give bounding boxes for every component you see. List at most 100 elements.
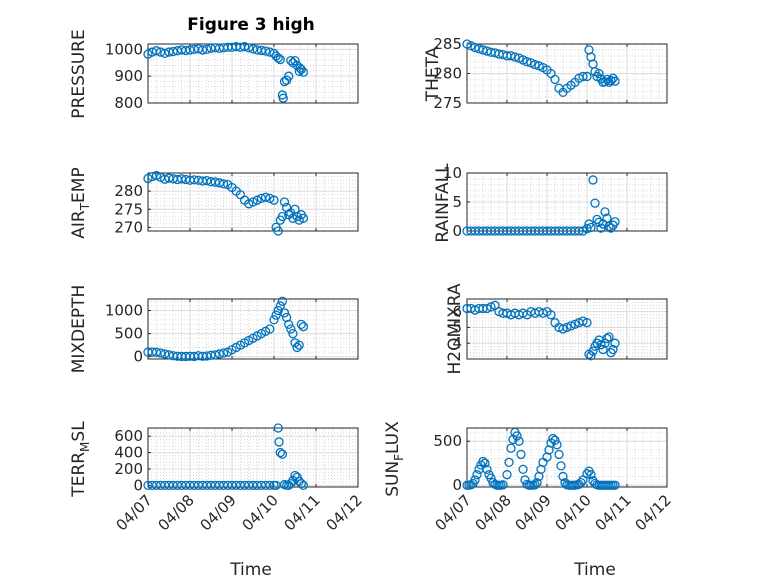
data-point — [298, 322, 309, 332]
data-point — [570, 319, 580, 329]
y-tick-label: 800 — [114, 94, 143, 112]
ylabel-sun-flux-sub: F — [392, 454, 406, 461]
data-point — [277, 296, 288, 306]
data-point — [522, 57, 532, 67]
ylabel-theta: THETA — [423, 46, 443, 102]
data-point — [546, 310, 556, 320]
data-point — [554, 449, 564, 460]
data-point — [486, 302, 496, 312]
data-point — [604, 221, 614, 232]
data-point — [582, 71, 592, 82]
data-point — [252, 195, 262, 205]
data-point — [498, 480, 508, 490]
data-point — [598, 344, 608, 355]
y-tick-label: 4 — [452, 334, 462, 352]
data-point — [582, 318, 592, 328]
data-point — [273, 305, 283, 316]
data-point — [470, 475, 480, 485]
data-point — [566, 321, 576, 331]
data-point — [482, 303, 492, 314]
data-point — [275, 54, 285, 65]
data-point — [273, 423, 283, 433]
y-tick-label: 5 — [452, 193, 462, 211]
xlabel-time-left: Time — [229, 560, 272, 580]
data-point — [610, 480, 620, 490]
data-point — [294, 215, 304, 225]
data-point — [518, 464, 528, 475]
data-point — [558, 471, 568, 482]
ylabel-terr-msl: TERRMSL — [69, 421, 92, 498]
ylabel-air-temp-sub: T — [78, 202, 92, 211]
data-point — [530, 480, 540, 490]
data-point — [214, 178, 225, 188]
data-point — [274, 437, 284, 447]
y-tick-label: 0 — [133, 348, 143, 366]
data-point — [610, 338, 620, 348]
data-point — [244, 43, 254, 53]
data-point — [160, 48, 170, 59]
data-point — [151, 170, 162, 181]
data-point — [290, 55, 300, 66]
data-point — [530, 60, 540, 70]
y-tick-label: 0 — [452, 222, 462, 240]
data-point — [151, 347, 162, 357]
data-point — [277, 211, 288, 222]
data-point — [514, 436, 524, 446]
ylabel-pressure: PRESSURE — [69, 29, 89, 118]
y-tick-label: 6 — [452, 303, 462, 321]
data-point — [296, 64, 306, 75]
data-point — [248, 197, 258, 207]
y-tick-label: 400 — [114, 444, 143, 462]
data-point — [606, 223, 616, 233]
data-point — [586, 351, 596, 361]
data-point — [596, 340, 606, 350]
figure-title: Figure 3 high — [187, 15, 315, 35]
data-point — [244, 199, 254, 209]
data-point — [288, 328, 298, 339]
data-point — [288, 213, 298, 223]
y-tick-label: 1000 — [105, 40, 143, 58]
y-tick-label: 275 — [433, 94, 462, 112]
data-point — [532, 477, 542, 488]
ylabel-terr-msl-sub: M — [78, 442, 92, 452]
data-point — [239, 42, 250, 52]
data-point — [562, 322, 572, 333]
data-point — [298, 213, 309, 223]
data-point — [260, 192, 271, 202]
data-point — [218, 348, 229, 358]
data-point — [600, 207, 610, 217]
data-point — [506, 443, 516, 453]
data-point — [586, 222, 596, 233]
ylabel-sun-flux-rest: LUX — [383, 421, 403, 454]
subplot-pressure: Figure 3 high PRESSURE 800 900 1000 — [69, 15, 359, 119]
data-point — [214, 349, 225, 359]
data-point — [273, 53, 283, 63]
data-point — [608, 344, 618, 355]
y-tick-label: 600 — [114, 427, 143, 445]
y-tick-label: 285 — [433, 35, 462, 53]
data-point — [286, 324, 296, 334]
ylabel-air-temp-rest: EMP — [69, 167, 89, 203]
ylabel-air-temp-main: AIR — [69, 210, 89, 239]
ylabel-sun-flux-main: SUN — [383, 461, 403, 497]
data-point — [512, 431, 522, 441]
subplot-h2omixra: H2OMIXRA 456 — [445, 283, 668, 375]
ylabel-sun-flux: SUNFLUX — [383, 421, 406, 497]
data-point — [478, 456, 488, 467]
y-tick-label: 0 — [133, 476, 143, 494]
data-point — [143, 173, 153, 184]
y-tick-label: 900 — [114, 67, 143, 85]
y-tick-label: 270 — [114, 218, 143, 236]
data-point — [606, 75, 616, 86]
axes-box — [147, 298, 359, 360]
data-point — [202, 44, 212, 55]
data-point — [284, 319, 294, 330]
data-point — [558, 324, 568, 334]
data-point — [160, 349, 170, 359]
data-point — [472, 470, 482, 480]
data-point — [271, 310, 281, 320]
data-point — [277, 449, 288, 459]
data-point — [296, 479, 306, 489]
data-point — [592, 214, 602, 225]
